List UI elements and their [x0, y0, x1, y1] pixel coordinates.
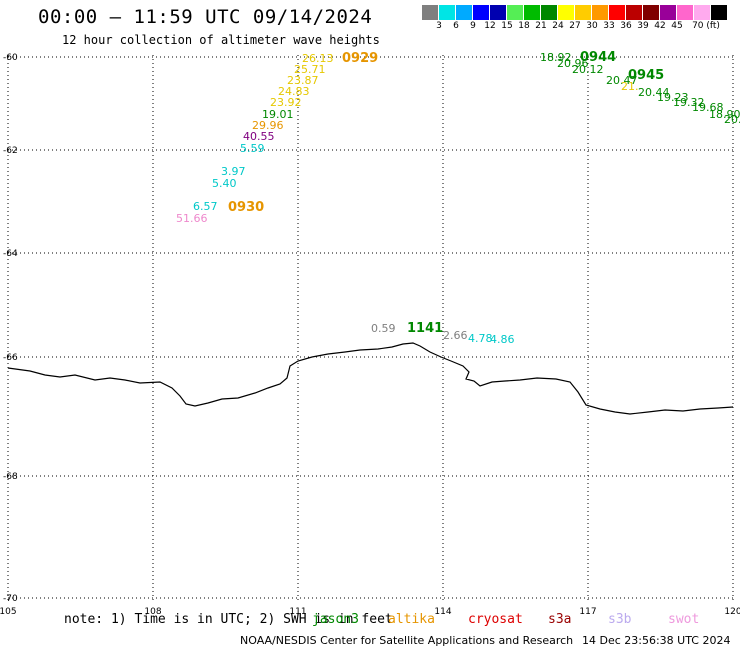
wave-height-value: 6.57	[193, 200, 218, 213]
latitude-tick-label: -68	[3, 472, 18, 482]
pass-time-label: 0929	[342, 51, 378, 66]
satellite-legend-swot: swot	[668, 612, 700, 627]
wave-height-value: 19.23	[657, 91, 689, 104]
colorbar-swatch	[592, 5, 609, 20]
wave-height-value: 20.	[724, 113, 740, 126]
wave-height-value: 4.86	[490, 333, 515, 346]
colorbar-swatch	[609, 5, 626, 20]
satellite-legend-s3b: s3b	[608, 612, 632, 627]
colorbar-label: 30	[586, 21, 598, 31]
wave-height-values: 26.1325.7123.8724.8323.9219.0129.9640.55…	[176, 50, 740, 346]
wave-height-value: 20.44	[638, 86, 670, 99]
colorbar-swatch	[473, 5, 490, 20]
satellite-legend-jason3: jason3	[312, 612, 359, 627]
colorbar-swatch	[558, 5, 575, 20]
latitude-tick-label: -66	[3, 353, 18, 363]
credit-line: NOAA/NESDIS Center for Satellite Applica…	[240, 634, 574, 647]
pass-time-label: 1141	[407, 321, 443, 336]
colorbar-label: 27	[569, 21, 581, 31]
latitude-tick-label: -64	[3, 249, 18, 259]
longitude-tick-label: 120	[724, 607, 740, 617]
colorbar-label: 33	[603, 21, 615, 31]
longitude-tick-label: 114	[434, 607, 451, 617]
colorbar-swatch	[694, 5, 711, 20]
wave-height-value: 0.59	[371, 322, 396, 335]
wave-height-value: 19.68	[692, 101, 724, 114]
latitude-tick-label: -70	[3, 594, 18, 604]
antarctic-coastline	[7, 342, 734, 415]
colorbar-label: 18	[518, 21, 530, 31]
wave-height-value: 24.83	[278, 85, 310, 98]
colorbar-swatch	[541, 5, 558, 20]
latitude-tick-label: -60	[3, 53, 18, 63]
colorbar-label: 15	[501, 21, 513, 31]
wave-height-value: 5.40	[212, 177, 237, 190]
wave-height-value: 40.55	[243, 130, 275, 143]
colorbar-label: 36	[620, 21, 632, 31]
longitude-tick-label: 117	[579, 607, 596, 617]
wave-height-value: 20.12	[572, 63, 604, 76]
colorbar-labels: 3 6 9 12 15 18 21 24 27 30 33 36 39 42 45 70 (ft)	[422, 21, 740, 35]
colorbar-swatch	[660, 5, 677, 20]
wave-height-colorbar	[422, 5, 728, 20]
colorbar-swatch	[677, 5, 694, 20]
colorbar-swatch	[524, 5, 541, 20]
colorbar-swatch	[490, 5, 507, 20]
colorbar-label: 6	[453, 21, 459, 31]
colorbar-label: 3	[436, 21, 442, 31]
map-axis-labels: 105 108 111 114 117 120 -60 -62 -64 -66 -68 -70	[0, 53, 740, 617]
generated-time: 14 Dec 23:56:38 UTC 2024	[582, 634, 731, 647]
wave-height-value: 20.47	[606, 74, 638, 87]
colorbar-label: 70 (ft)	[692, 21, 720, 31]
colorbar-label: 45	[671, 21, 683, 31]
colorbar-swatch	[575, 5, 592, 20]
wave-height-value: 20.96	[557, 57, 589, 70]
satellite-legend-s3a: s3a	[548, 612, 572, 627]
satellite-legend-altika: altika	[388, 612, 435, 627]
colorbar-label: 42	[654, 21, 666, 31]
wave-height-value: 18.90	[709, 108, 740, 121]
longitude-tick-label: 111	[289, 607, 306, 617]
colorbar-swatch	[422, 5, 439, 20]
wave-height-value: 18.92	[540, 51, 572, 64]
map-gridlines	[7, 55, 734, 600]
colorbar-swatch	[711, 5, 728, 20]
colorbar-swatch	[643, 5, 660, 20]
wave-height-value: 51.66	[176, 212, 208, 225]
colorbar-swatch	[507, 5, 524, 20]
wave-height-value: 23.92	[270, 96, 302, 109]
longitude-tick-label: 105	[0, 607, 17, 617]
wave-height-value: 19.32	[673, 96, 705, 109]
wave-height-value: 19.01	[262, 108, 294, 121]
satellite-legend-cryosat: cryosat	[468, 612, 523, 627]
colorbar-swatch	[626, 5, 643, 20]
wave-height-value: 3.97	[221, 165, 246, 178]
longitude-tick-label: 108	[144, 607, 161, 617]
colorbar-label: 24	[552, 21, 564, 31]
wave-height-value: 5.59	[240, 142, 265, 155]
colorbar-swatch	[439, 5, 456, 20]
wave-height-value: 29.96	[252, 119, 284, 132]
colorbar-label: 9	[470, 21, 476, 31]
wave-height-value: 25.71	[294, 63, 326, 76]
colorbar-label: 12	[484, 21, 496, 31]
latitude-tick-label: -62	[3, 146, 18, 156]
colorbar-label: 39	[637, 21, 649, 31]
wave-height-value: 23.87	[287, 74, 319, 87]
map-title: 00:00 – 11:59 UTC 09/14/2024	[38, 6, 373, 28]
wave-height-value: 2.66	[443, 329, 468, 342]
pass-time-label: 0945	[628, 68, 664, 83]
wave-height-value: 21.	[621, 80, 639, 93]
colorbar-label: 21	[535, 21, 547, 31]
wave-height-value: 26.13	[302, 52, 334, 65]
colorbar-swatch	[456, 5, 473, 20]
wave-height-value: 4.78	[468, 332, 493, 345]
pass-time-label: 0930	[228, 200, 264, 215]
footer-note: note: 1) Time is in UTC; 2) SWH is in fe…	[64, 612, 393, 627]
pass-time-label: 0944	[580, 50, 616, 65]
map-subtitle: 12 hour collection of altimeter wave hei…	[62, 33, 380, 47]
